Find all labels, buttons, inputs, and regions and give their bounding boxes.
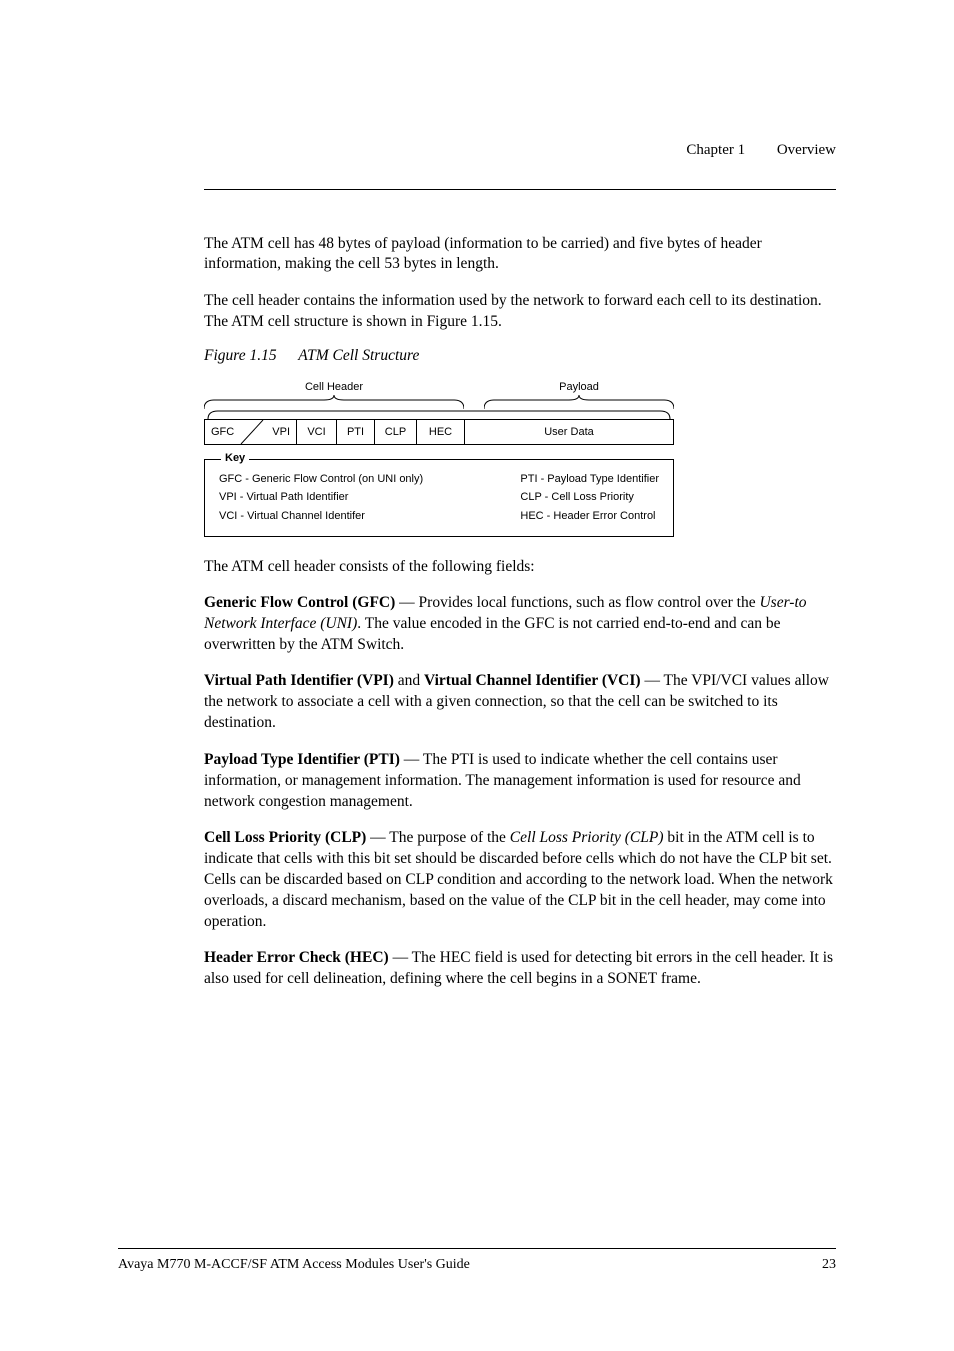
header-rule — [204, 189, 836, 190]
intro-paragraph-1: The ATM cell has 48 bytes of payload (in… — [204, 234, 836, 276]
vpi-and: and — [394, 672, 424, 689]
vpi-para: Virtual Path Identifier (VPI) and Virtua… — [204, 671, 836, 734]
clp-ital: Cell Loss Priority (CLP) — [510, 829, 664, 846]
key-left-2: VCI - Virtual Channel Identifer — [219, 507, 423, 526]
fields-intro: The ATM cell header consists of the foll… — [204, 557, 836, 578]
chapter-number: Chapter 1 — [686, 142, 745, 158]
pti-cell: PTI — [337, 420, 375, 444]
hec-para: Header Error Check (HEC) — The HEC field… — [204, 948, 836, 990]
user-data-cell: User Data — [465, 420, 673, 444]
figure-number: Figure 1.15 — [204, 347, 277, 364]
pti-para: Payload Type Identifier (PTI) — The PTI … — [204, 750, 836, 813]
brace-row — [204, 395, 704, 409]
key-right-col: PTI - Payload Type Identifier CLP - Cell… — [520, 470, 659, 526]
cell-header-brace — [204, 395, 464, 409]
hec-lead: Header Error Check (HEC) — [204, 949, 389, 966]
vpi-lead2: Virtual Channel Identifier (VCI) — [424, 672, 641, 689]
clp-dash: — The purpose of the — [366, 829, 510, 846]
page-footer: Avaya M770 M-ACCF/SF ATM Access Modules … — [118, 1248, 836, 1273]
outer-curve — [204, 409, 674, 419]
key-left-0: GFC - Generic Flow Control (on UNI only) — [219, 470, 423, 489]
payload-brace — [484, 395, 674, 409]
key-left-col: GFC - Generic Flow Control (on UNI only)… — [219, 470, 423, 526]
key-box: Key GFC - Generic Flow Control (on UNI o… — [204, 459, 674, 537]
key-right-0: PTI - Payload Type Identifier — [520, 470, 659, 489]
pti-lead: Payload Type Identifier (PTI) — [204, 751, 400, 768]
brace-gap — [464, 395, 484, 409]
key-right-2: HEC - Header Error Control — [520, 507, 659, 526]
intro-paragraph-2: The cell header contains the information… — [204, 291, 836, 333]
cell-row: GFC VPI VCI PTI CLP HEC User Data — [204, 419, 674, 445]
gfc-dash: — Provides local functions, such as flow… — [395, 594, 759, 611]
vci-cell: VCI — [297, 420, 337, 444]
cell-header-label: Cell Header — [204, 381, 464, 393]
key-title: Key — [221, 452, 249, 464]
gfc-label: GFC — [211, 426, 234, 438]
vpi-label: VPI — [272, 426, 290, 438]
figure-caption: Figure 1.15 ATM Cell Structure — [204, 347, 836, 365]
payload-label: Payload — [484, 381, 674, 393]
page: Chapter 1 Overview The ATM cell has 48 b… — [0, 0, 954, 1351]
gfc-para: Generic Flow Control (GFC) — Provides lo… — [204, 593, 836, 656]
hec-cell: HEC — [417, 420, 465, 444]
vpi-lead1: Virtual Path Identifier (VPI) — [204, 672, 394, 689]
gfc-vpi-cell: GFC VPI — [205, 420, 297, 444]
footer-page-number: 23 — [822, 1257, 836, 1273]
key-right-1: CLP - Cell Loss Priority — [520, 488, 659, 507]
clp-cell: CLP — [375, 420, 417, 444]
key-left-1: VPI - Virtual Path Identifier — [219, 488, 423, 507]
chapter-header: Chapter 1 Overview — [204, 142, 836, 159]
footer-left: Avaya M770 M-ACCF/SF ATM Access Modules … — [118, 1257, 470, 1273]
figure-title: ATM Cell Structure — [298, 347, 419, 364]
clp-lead: Cell Loss Priority (CLP) — [204, 829, 366, 846]
diagram-top-labels: Cell Header Payload — [204, 381, 704, 393]
clp-para: Cell Loss Priority (CLP) — The purpose o… — [204, 828, 836, 933]
gfc-lead: Generic Flow Control (GFC) — [204, 594, 395, 611]
atm-cell-diagram: Cell Header Payload GFC VPI — [204, 381, 704, 537]
chapter-title: Overview — [777, 142, 836, 158]
